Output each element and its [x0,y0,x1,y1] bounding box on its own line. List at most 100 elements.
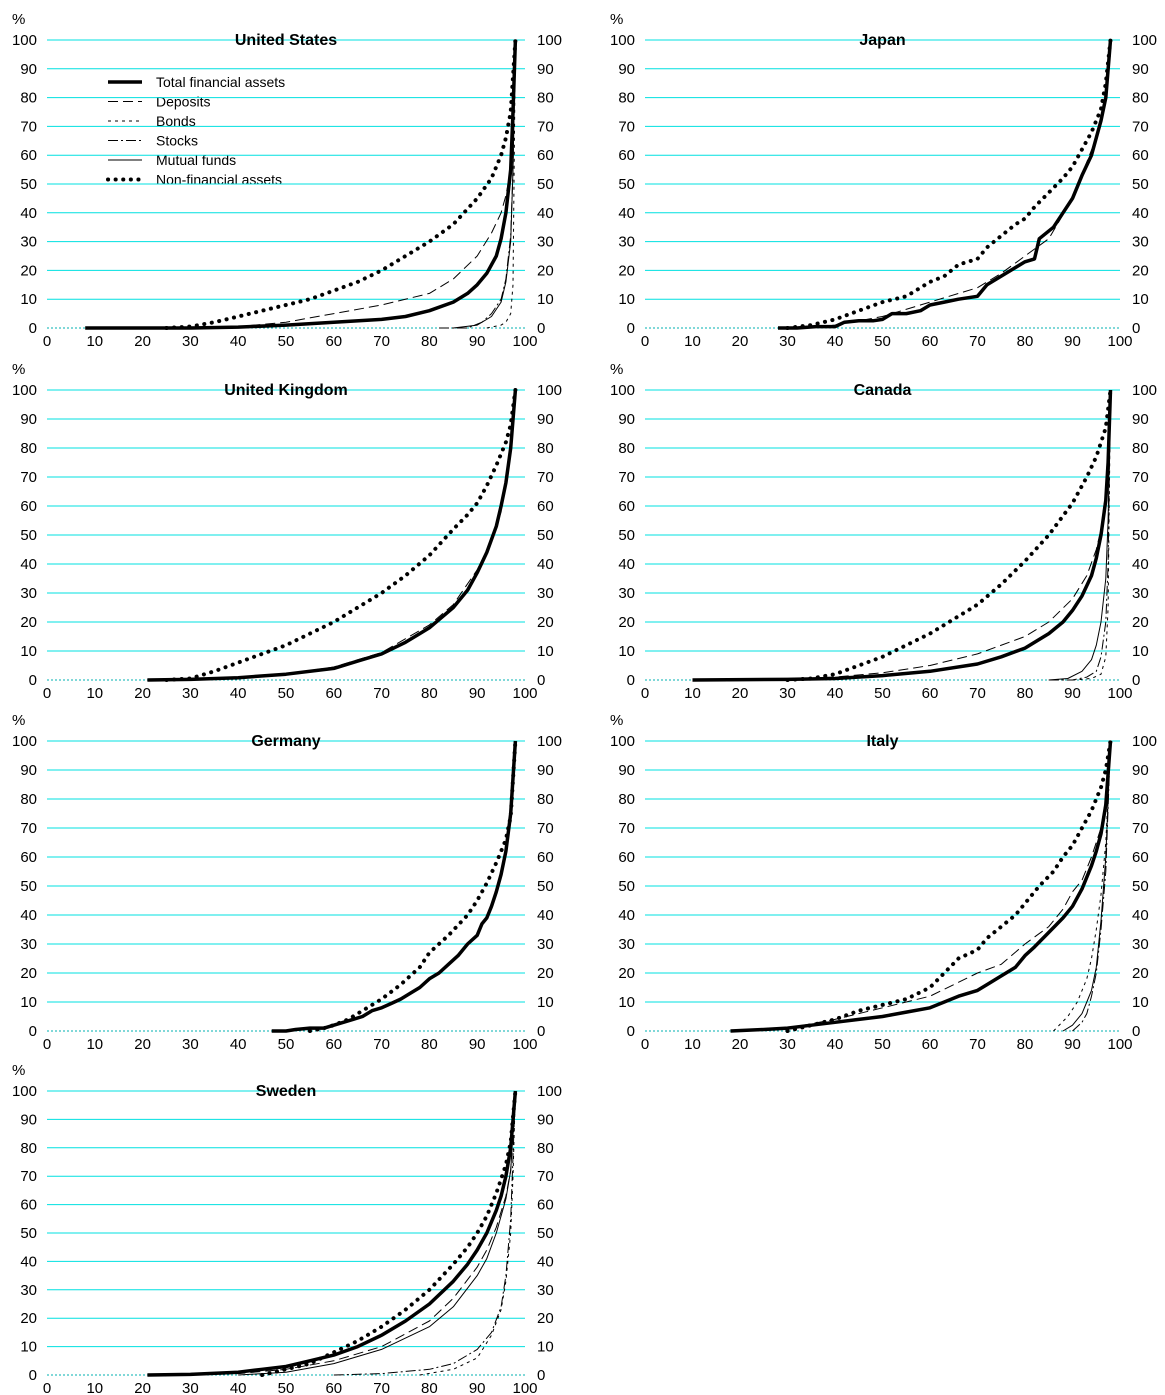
x-tick-label: 20 [134,685,151,702]
x-tick-label: 80 [421,1036,438,1053]
unit-label: % [12,361,25,378]
x-tick-label: 30 [182,1380,199,1395]
y-tick-label-right: 0 [1132,672,1140,689]
y-tick-label-left: 90 [618,61,635,78]
x-tick-label: 10 [684,685,701,702]
x-tick-label: 70 [373,1380,390,1395]
series-line-stocks [1072,740,1111,1032]
x-tick-label: 90 [469,333,486,350]
series-line-non-financial-assets [164,388,518,682]
series-line-bonds [419,1090,516,1376]
y-tick-label-left: 30 [20,585,37,602]
x-tick-label: 100 [512,1380,537,1395]
y-tick-label-right: 80 [1132,791,1149,808]
y-tick-label-right: 0 [537,1023,545,1040]
y-tick-label-left: 40 [618,556,635,573]
y-tick-label-right: 30 [537,1282,554,1299]
y-tick-label-left: 40 [20,907,37,924]
y-tick-label-right: 50 [1132,878,1149,895]
x-tick-label: 60 [325,685,342,702]
series-line-deposits [190,39,516,329]
y-tick-label-right: 10 [537,1339,554,1356]
x-tick-label: 30 [779,1036,796,1053]
legend-label-total-financial-assets: Total financial assets [156,74,285,90]
unit-label: % [12,11,25,28]
x-tick-label: 20 [732,685,749,702]
y-tick-label-left: 30 [618,585,635,602]
y-tick-label-right: 80 [537,791,554,808]
y-tick-label-right: 50 [537,878,554,895]
y-tick-label-right: 20 [1132,965,1149,982]
y-tick-label-left: 60 [618,849,635,866]
y-tick-label-left: 10 [20,643,37,660]
x-tick-label: 10 [684,333,701,350]
x-tick-label: 40 [827,333,844,350]
series-line-mutual-funds [1062,740,1111,1032]
y-tick-label-right: 20 [537,1310,554,1327]
x-tick-label: 0 [641,333,649,350]
series-line-total-financial-assets [147,1090,518,1377]
y-tick-label-right: 10 [1132,643,1149,660]
x-tick-label: 60 [922,333,939,350]
y-tick-label-right: 0 [537,320,545,337]
y-tick-label-right: 100 [537,733,562,750]
y-tick-label-left: 10 [618,994,635,1011]
y-tick-label-left: 40 [20,556,37,573]
y-tick-label-right: 20 [537,614,554,631]
series-line-non-financial-assets [785,38,1113,330]
x-tick-label: 20 [732,1036,749,1053]
y-tick-label-right: 90 [537,762,554,779]
y-tick-label-right: 30 [537,585,554,602]
y-tick-label-left: 0 [29,1023,37,1040]
x-tick-label: 0 [43,333,51,350]
series-line-non-financial-assets [785,739,1113,1033]
x-tick-label: 70 [373,333,390,350]
y-tick-label-right: 50 [1132,527,1149,544]
y-tick-label-right: 60 [1132,498,1149,515]
x-tick-label: 10 [684,1036,701,1053]
y-tick-label-left: 70 [618,820,635,837]
y-tick-label-left: 10 [20,291,37,308]
y-tick-label-left: 90 [20,411,37,428]
series-line-mutual-funds [238,1090,516,1376]
y-tick-label-right: 0 [537,1367,545,1384]
y-tick-label-right: 60 [537,147,554,164]
y-tick-label-right: 70 [537,820,554,837]
unit-label: % [610,361,623,378]
x-tick-label: 60 [922,1036,939,1053]
x-tick-label: 10 [86,333,103,350]
y-tick-label-left: 80 [20,440,37,457]
x-tick-label: 50 [278,333,295,350]
series-line-deposits [147,389,516,681]
x-tick-label: 70 [373,1036,390,1053]
y-tick-label-left: 50 [618,878,635,895]
y-tick-label-left: 10 [618,643,635,660]
series-line-total-financial-assets [85,39,518,330]
x-tick-label: 80 [421,333,438,350]
x-tick-label: 100 [512,685,537,702]
x-tick-label: 30 [779,333,796,350]
y-tick-label-left: 60 [20,1197,37,1214]
y-tick-label-right: 100 [1132,32,1157,49]
x-tick-label: 40 [230,1380,247,1395]
y-tick-label-right: 30 [1132,234,1149,251]
x-tick-label: 30 [182,333,199,350]
x-tick-label: 40 [827,685,844,702]
y-tick-label-left: 0 [29,1367,37,1384]
y-tick-label-left: 20 [20,262,37,279]
y-tick-label-right: 80 [1132,90,1149,107]
y-tick-label-left: 70 [20,820,37,837]
y-tick-label-right: 70 [537,1168,554,1185]
legend-label-deposits: Deposits [156,94,210,110]
series-line-non-financial-assets [785,388,1113,682]
y-tick-label-left: 50 [20,878,37,895]
y-tick-label-right: 100 [1132,733,1157,750]
x-tick-label: 90 [1064,333,1081,350]
y-tick-label-right: 70 [1132,118,1149,135]
y-tick-label-right: 90 [1132,762,1149,779]
x-tick-label: 60 [325,1380,342,1395]
y-tick-label-right: 80 [537,90,554,107]
